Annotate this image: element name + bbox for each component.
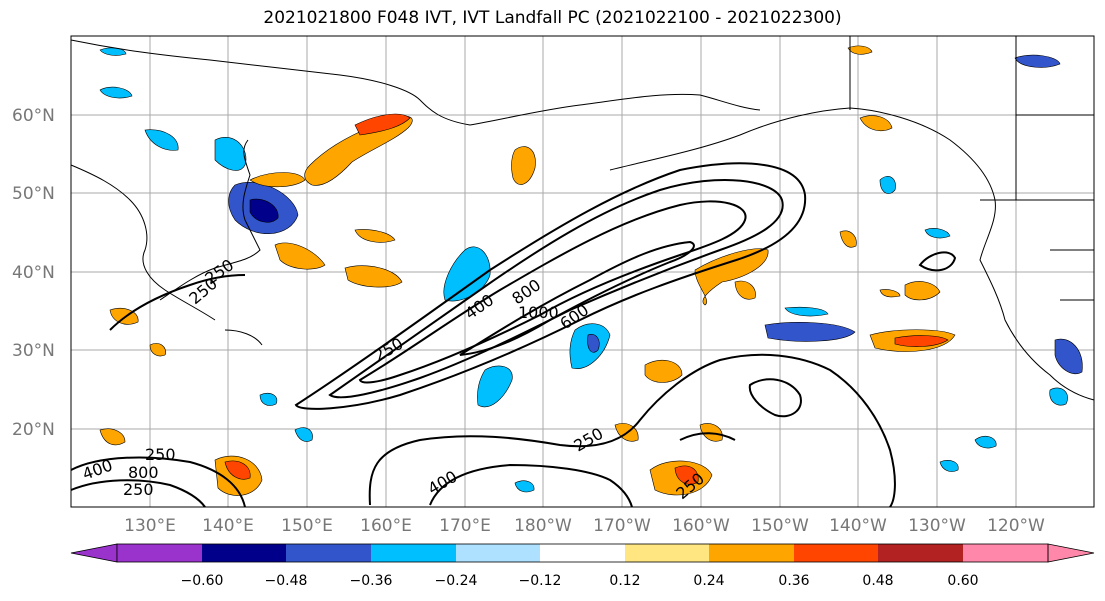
coastlines: [70, 36, 1095, 401]
positive-pc-patches: [99, 45, 956, 496]
colorbar-tick: −0.12: [519, 573, 562, 589]
colorbar-tick: 0.48: [862, 573, 893, 589]
colorbar-segment: [794, 544, 878, 562]
colorbar-tick: −0.36: [350, 573, 393, 589]
lon-label: 160°W: [672, 516, 730, 536]
lon-label: 180°W: [514, 516, 572, 536]
colorbar-segment: [540, 544, 625, 562]
lon-label: 170°W: [593, 516, 651, 536]
colorbar-extend-max: [1047, 543, 1095, 563]
colorbar-segment: [963, 544, 1048, 562]
colorbar-extend-min: [70, 543, 118, 563]
lat-label: 20°N: [12, 420, 55, 440]
ivt-contours: [70, 162, 957, 508]
colorbar-segment: [117, 544, 202, 562]
colorbar-segment: [878, 544, 963, 562]
lat-label: 50°N: [12, 184, 55, 204]
lon-label: 150°E: [281, 516, 333, 536]
negative-pc-patches: [99, 47, 1083, 493]
colorbar-segment: [709, 544, 794, 562]
contour-label: 250: [123, 480, 154, 499]
colorbar-segment: [456, 544, 540, 562]
lon-label: 130°W: [908, 516, 966, 536]
contour-label: 800: [128, 463, 159, 482]
lon-label: 170°E: [439, 516, 491, 536]
colorbar-tick: 0.36: [778, 573, 809, 589]
colorbar-tick: 0.24: [693, 573, 724, 589]
lon-label: 160°E: [360, 516, 412, 536]
lon-label: 150°W: [751, 516, 809, 536]
lon-label: 140°E: [202, 516, 254, 536]
map-title: 2021021800 F048 IVT, IVT Landfall PC (20…: [263, 8, 842, 28]
colorbar-segment: [202, 544, 286, 562]
lat-label: 60°N: [12, 106, 55, 126]
colorbar-tick: −0.24: [435, 573, 478, 589]
contour-label: 250: [145, 445, 176, 464]
lon-label: 130°E: [124, 516, 176, 536]
longitude-labels: 130°E 140°E 150°E 160°E 170°E 180°W 170°…: [124, 516, 1045, 536]
lat-label: 30°N: [12, 341, 55, 361]
map-plot-area: 250 400 800 1000 600 250 250 400 250 250…: [70, 35, 1095, 508]
colorbar-tick: −0.48: [265, 573, 308, 589]
colorbar-segment: [371, 544, 456, 562]
colorbar-segment: [625, 544, 709, 562]
lon-label: 140°W: [829, 516, 887, 536]
contour-label: 1000: [518, 303, 559, 322]
colorbar-segment: [286, 544, 371, 562]
colorbar: −0.60 −0.48 −0.36 −0.24 −0.12 0.12 0.24 …: [70, 543, 1095, 589]
latitude-labels: 60°N 50°N 40°N 30°N 20°N: [12, 106, 55, 440]
colorbar-tick: 0.60: [947, 573, 978, 589]
colorbar-tick: 0.12: [609, 573, 640, 589]
colorbar-tick: −0.60: [181, 573, 224, 589]
lat-label: 40°N: [12, 263, 55, 283]
lon-label: 120°W: [987, 516, 1045, 536]
